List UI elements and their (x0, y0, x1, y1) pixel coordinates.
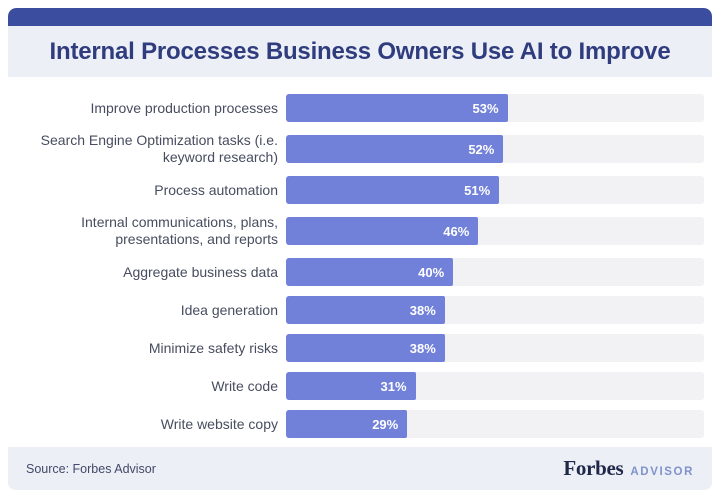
value-label: 40% (418, 264, 445, 280)
bar-track: 40% (286, 258, 704, 286)
forbes-advisor-logo: Forbes ADVISOR (563, 456, 694, 481)
chart-row: Internal communications, plans, presenta… (26, 214, 704, 248)
category-label: Write website copy (160, 415, 278, 432)
bar-fill: 53% (286, 94, 508, 122)
category-label: Internal communications, plans, presenta… (81, 214, 278, 247)
footer-band: Source: Forbes Advisor Forbes ADVISOR (8, 447, 712, 490)
bar-fill: 40% (286, 258, 454, 286)
bar-track: 53% (286, 94, 704, 122)
bar-track: 46% (286, 217, 704, 245)
chart-row: Write code 31% (26, 372, 704, 400)
bar-track: 52% (286, 135, 704, 163)
value-label: 53% (472, 100, 499, 116)
value-label: 29% (372, 416, 399, 432)
top-accent-bar (8, 8, 712, 26)
bar-fill: 38% (286, 296, 445, 324)
category-label: Idea generation (180, 301, 278, 318)
bar-fill: 52% (286, 135, 504, 163)
bar-chart: Improve production processes 53% Search En… (8, 77, 712, 447)
source-note: Source: Forbes Advisor (26, 461, 156, 476)
chart-row: Minimize safety risks 38% (26, 334, 704, 362)
value-label: 38% (409, 340, 436, 356)
chart-row: Search Engine Optimization tasks (i.e. k… (26, 132, 704, 166)
bar-fill: 29% (286, 410, 408, 438)
value-label: 31% (380, 378, 407, 394)
category-label: Search Engine Optimization tasks (i.e. k… (40, 132, 278, 165)
bar-track: 29% (286, 410, 704, 438)
chart-row: Idea generation 38% (26, 296, 704, 324)
bar-fill: 51% (286, 176, 500, 204)
advisor-wordmark: ADVISOR (630, 466, 694, 478)
chart-row: Improve production processes 53% (26, 94, 704, 122)
value-label: 52% (468, 141, 495, 157)
chart-row: Aggregate business data 40% (26, 258, 704, 286)
bar-fill: 46% (286, 217, 479, 245)
bar-track: 51% (286, 176, 704, 204)
chart-card: Internal Processes Business Owners Use A… (8, 8, 712, 490)
category-label: Process automation (154, 181, 278, 198)
value-label: 46% (443, 223, 470, 239)
value-label: 38% (409, 302, 436, 318)
chart-row: Process automation 51% (26, 176, 704, 204)
bar-track: 38% (286, 334, 704, 362)
category-label: Write code (211, 377, 278, 394)
page-title: Internal Processes Business Owners Use A… (49, 37, 671, 65)
category-label: Minimize safety risks (148, 339, 278, 356)
bar-fill: 38% (286, 334, 445, 362)
bar-track: 31% (286, 372, 704, 400)
category-label: Improve production processes (90, 99, 278, 116)
bar-track: 38% (286, 296, 704, 324)
bar-fill: 31% (286, 372, 416, 400)
category-label: Aggregate business data (123, 263, 278, 280)
chart-row: Write website copy 29% (26, 410, 704, 438)
forbes-wordmark: Forbes (563, 456, 624, 480)
title-band: Internal Processes Business Owners Use A… (8, 26, 712, 77)
value-label: 51% (464, 182, 491, 198)
